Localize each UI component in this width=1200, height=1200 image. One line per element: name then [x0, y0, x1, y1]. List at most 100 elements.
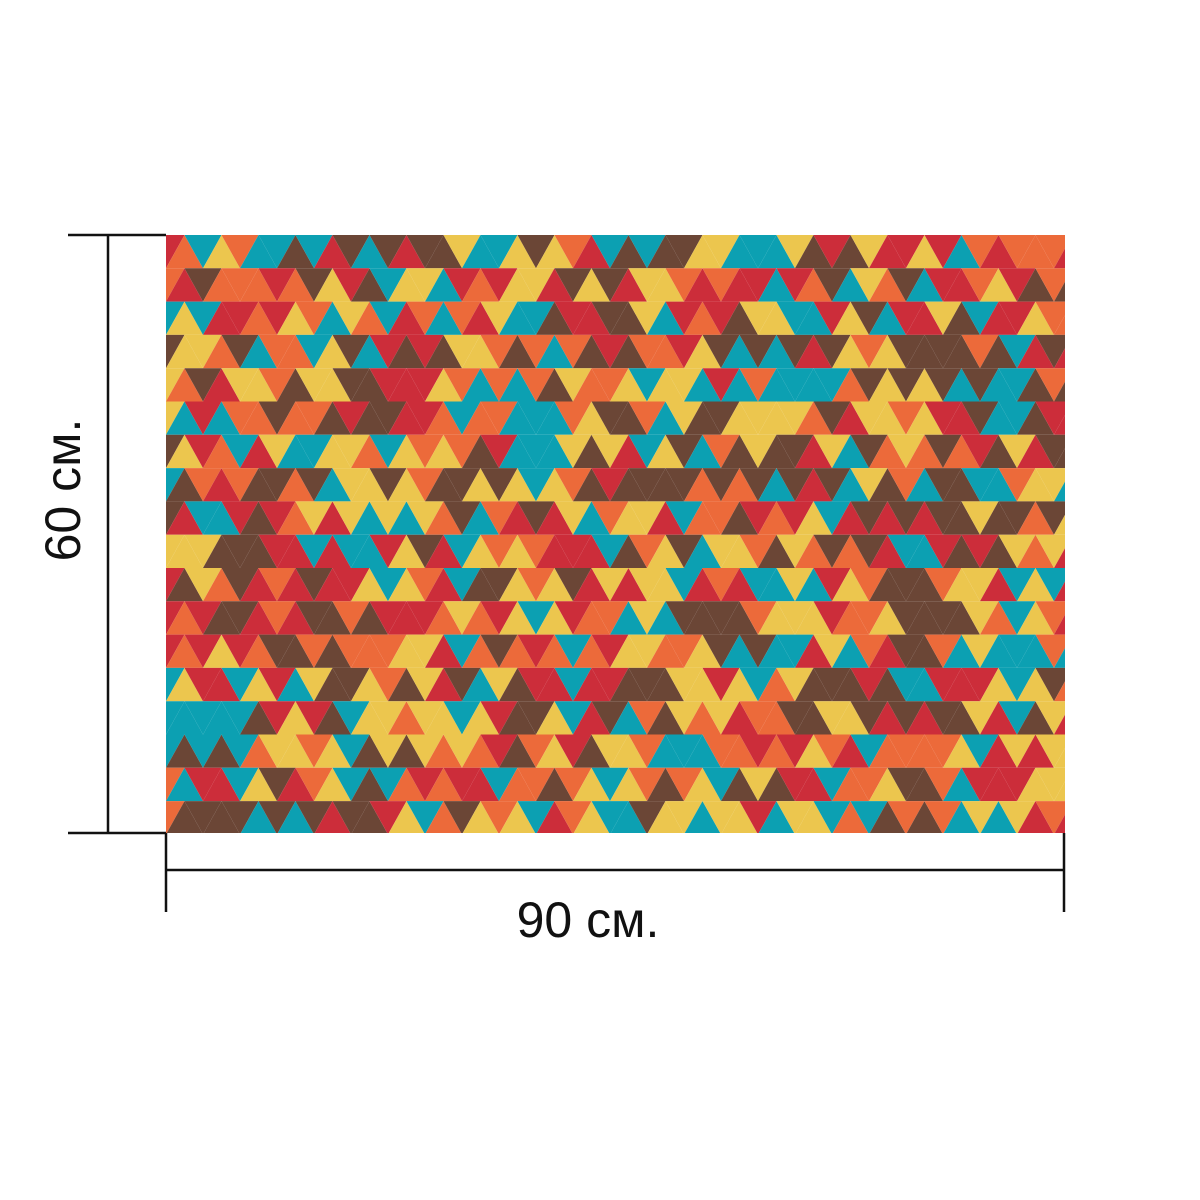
pattern-triangle-down [258, 468, 296, 502]
pattern-triangle-down [739, 601, 777, 635]
pattern-triangle-up [573, 701, 610, 735]
pattern-triangle-down [776, 434, 814, 469]
pattern-triangle-up [795, 834, 832, 867]
pattern-triangle-down [924, 734, 962, 768]
pattern-triangle-up [610, 801, 647, 833]
pattern-triangle-up [906, 601, 943, 635]
pattern-triangle-down [184, 667, 222, 702]
pattern-triangle-down [702, 401, 740, 435]
pattern-triangle-down [628, 734, 666, 768]
pattern-triangle-up [1017, 601, 1054, 635]
pattern-triangle-up [573, 434, 610, 469]
pattern-triangle-down [554, 667, 592, 702]
pattern-triangle-up [980, 268, 1017, 302]
pattern-triangle-up [721, 334, 758, 369]
pattern-triangle-down [813, 434, 851, 469]
pattern-triangle-down [776, 701, 814, 735]
pattern-triangle-down [295, 701, 333, 735]
pattern-triangle-down [1035, 434, 1065, 469]
pattern-triangle-up [277, 701, 314, 735]
pattern-triangle-down [1110, 535, 1147, 568]
pattern-triangle-down [554, 568, 592, 602]
pattern-triangle-up [277, 368, 314, 402]
pattern-triangle-down [813, 235, 851, 269]
pattern-triangle-down [369, 268, 407, 302]
pattern-triangle-down [591, 534, 629, 568]
pattern-triangle-up [943, 634, 980, 668]
pattern-triangle-up [277, 601, 314, 635]
pattern-triangle-up [869, 501, 906, 535]
pattern-triangle-down [998, 268, 1036, 302]
pattern-triangle-down [258, 601, 296, 635]
pattern-triangle-down [369, 601, 407, 635]
pattern-triangle-down [443, 734, 481, 768]
pattern-triangle-up [277, 434, 314, 469]
pattern-triangle-down [998, 601, 1036, 635]
pattern-triangle-up [203, 767, 240, 802]
pattern-triangle-up [684, 235, 721, 269]
pattern-triangle-up [1091, 701, 1128, 734]
pattern-triangle-up [203, 667, 240, 702]
pattern-triangle-up [1091, 635, 1128, 668]
pattern-triangle-down [221, 734, 259, 768]
pattern-triangle-down [1035, 268, 1065, 302]
pattern-triangle-down [184, 368, 222, 402]
pattern-triangle-up [647, 767, 684, 802]
pattern-triangle-up [684, 801, 721, 833]
pattern-triangle-up [240, 501, 277, 535]
pattern-triangle-down [888, 834, 925, 867]
pattern-triangle-down [517, 468, 555, 502]
pattern-triangle-down [1110, 635, 1147, 668]
pattern-triangle-down [628, 568, 666, 602]
pattern-triangle-down [295, 501, 333, 535]
pattern-triangle-down [1073, 635, 1110, 668]
pattern-triangle-down [295, 734, 333, 768]
pattern-triangle-down [591, 767, 629, 802]
pattern-triangle-down [258, 268, 296, 302]
pattern-triangle-down [777, 834, 814, 867]
pattern-triangle-up [906, 434, 943, 469]
pattern-triangle-up [832, 701, 869, 735]
pattern-triangle-down [961, 401, 999, 435]
pattern-triangle-down [443, 468, 481, 502]
pattern-triangle-up [684, 334, 721, 369]
pattern-triangle-down [776, 301, 814, 335]
pattern-triangle-up [129, 735, 166, 768]
pattern-triangle-down [258, 301, 296, 335]
pattern-triangle-down [776, 368, 814, 402]
pattern-triangle-down [961, 501, 999, 535]
pattern-triangle-down [961, 701, 999, 735]
pattern-triangle-down [665, 235, 703, 269]
pattern-triangle-down [850, 534, 888, 568]
pattern-triangle-down [258, 701, 296, 735]
pattern-triangle-down [369, 501, 407, 535]
pattern-triangle-up [351, 401, 388, 435]
pattern-triangle-down [924, 501, 962, 535]
pattern-triangle-down [850, 401, 888, 435]
pattern-triangle-up [388, 801, 425, 833]
height-dimension: 60 см. [35, 233, 166, 835]
pattern-triangle-down [369, 434, 407, 469]
pattern-triangle-up [1091, 601, 1128, 634]
pattern-triangle-up [388, 667, 425, 702]
pattern-triangle-down [406, 634, 444, 668]
pattern-triangle-down [1110, 368, 1147, 401]
pattern-triangle-down [665, 301, 703, 335]
pattern-triangle-down [702, 301, 740, 335]
pattern-triangle-up [832, 568, 869, 602]
pattern-triangle-down [591, 634, 629, 668]
pattern-triangle-down [591, 601, 629, 635]
pattern-triangle-up [943, 501, 980, 535]
pattern-triangle-down [702, 235, 740, 269]
pattern-triangle-down [924, 767, 962, 802]
pattern-triangle-up [1091, 735, 1128, 768]
pattern-triangle-up [1017, 468, 1054, 502]
pattern-triangle-up [536, 401, 573, 435]
pattern-triangle-up [684, 501, 721, 535]
pattern-triangle-up [832, 734, 869, 768]
pattern-triangle-up [795, 368, 832, 402]
pattern-triangle-down [961, 767, 999, 802]
pattern-triangle-down [166, 268, 185, 302]
pattern-triangle-down [739, 801, 777, 833]
pattern-triangle-up [832, 601, 869, 635]
